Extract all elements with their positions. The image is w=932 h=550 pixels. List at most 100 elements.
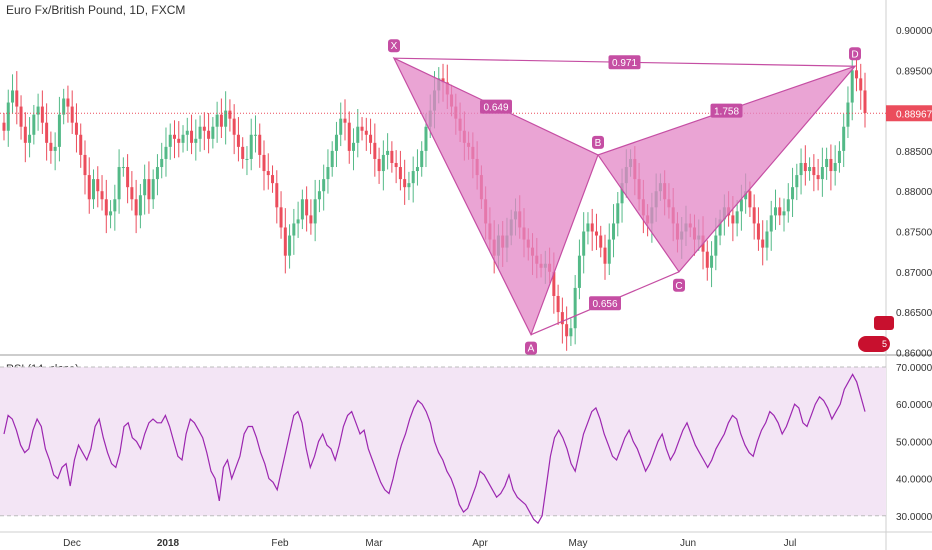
candle-body [744, 191, 748, 200]
rsi-band [0, 367, 886, 516]
pattern-point-tag [525, 341, 537, 355]
candle-body [138, 195, 142, 216]
candle-body [271, 175, 275, 184]
candle-body [420, 150, 424, 168]
candle-body [117, 167, 121, 200]
candle-body [825, 158, 829, 168]
candle-body [403, 179, 407, 188]
pattern-point-tag [673, 278, 685, 292]
candle-body [194, 138, 198, 143]
candle-body [330, 150, 334, 168]
candle-body [714, 235, 718, 256]
candle-body [373, 142, 377, 159]
candle-body [219, 114, 223, 127]
price-tick-label: 0.86500 [896, 308, 932, 319]
candle-body [854, 70, 858, 79]
candle-body [292, 223, 296, 236]
candle-body [347, 122, 351, 151]
pattern-ratio-label: 0.971 [612, 58, 637, 69]
candle-body [782, 211, 786, 216]
candle-body [172, 134, 176, 139]
candle-body [313, 199, 317, 224]
candle-body [262, 154, 266, 172]
candle-body [850, 70, 854, 103]
candle-body [49, 142, 53, 151]
candle-body [705, 251, 709, 268]
candle-body [160, 158, 164, 168]
pattern-ratio-tag [589, 296, 621, 311]
candle-body [748, 191, 752, 208]
candle-body [590, 223, 594, 232]
candle-body [735, 211, 739, 224]
candle-body [381, 154, 385, 172]
pattern-ratio-tag [710, 103, 743, 118]
candle-body [620, 183, 624, 204]
candle-body [151, 179, 155, 200]
candle-body [245, 158, 249, 160]
candle-body [761, 239, 765, 248]
candle-body [164, 146, 168, 159]
price-tick-label: 0.87500 [896, 228, 932, 239]
candle-body [134, 199, 138, 216]
candle-body [215, 114, 219, 127]
candle-body [232, 118, 236, 135]
time-tick-label: Jun [680, 538, 696, 549]
candle-body [552, 271, 556, 296]
candle-body [57, 114, 61, 147]
price-tick-label: 0.86000 [896, 348, 932, 359]
candle-body [582, 231, 586, 256]
candle-body [258, 134, 262, 155]
candle-body [53, 146, 57, 151]
candle-body [87, 175, 91, 200]
candle-body [36, 106, 40, 115]
candle-body [6, 102, 10, 131]
candle-body [62, 98, 66, 115]
pattern-ratio-label: 0.649 [483, 103, 508, 114]
candle-body [45, 122, 49, 143]
candle-body [198, 126, 202, 139]
candle-body [599, 235, 603, 248]
pattern-ratio-tag [608, 55, 641, 70]
candle-body [207, 130, 211, 139]
candle-body [253, 134, 257, 136]
candle-body [32, 114, 36, 135]
candle-body [326, 167, 330, 180]
rsi-line [3, 373, 866, 525]
candle-body [863, 90, 867, 114]
candle-body [147, 179, 151, 200]
candle-body [83, 154, 87, 176]
candle-body [411, 171, 415, 184]
notification-badge[interactable]: 5 [858, 336, 890, 352]
candle-body [556, 295, 560, 313]
candle-body [415, 167, 419, 172]
candle-body [211, 126, 215, 139]
candle-body [11, 90, 15, 103]
candle-body [594, 231, 598, 236]
candle-body [190, 130, 194, 143]
candle-body [837, 150, 841, 163]
price-tick-label: 0.90000 [896, 26, 932, 37]
candle-body [104, 199, 108, 216]
last-price-label: 0.88967 [896, 109, 932, 120]
pattern-point-label: C [675, 281, 682, 292]
candle-body [394, 162, 398, 168]
candle-body [739, 199, 743, 212]
pattern-point-label: D [851, 49, 858, 60]
price-tick-label: 0.89500 [896, 66, 932, 77]
time-tick-label: Mar [365, 538, 383, 549]
candle-body [786, 199, 790, 212]
price-tick-label: 0.88000 [896, 187, 932, 198]
candle-body [424, 126, 428, 151]
candle-body [791, 187, 795, 200]
candle-body [803, 162, 807, 172]
candle-body [833, 162, 837, 172]
candle-body [710, 255, 714, 268]
pattern-ratio-label: 1.758 [714, 107, 739, 118]
candle-body [612, 223, 616, 240]
candle-body [100, 191, 104, 200]
candle-body [407, 183, 411, 188]
candle-body [177, 138, 181, 143]
candle-body [731, 215, 735, 224]
candle-body [109, 211, 113, 216]
